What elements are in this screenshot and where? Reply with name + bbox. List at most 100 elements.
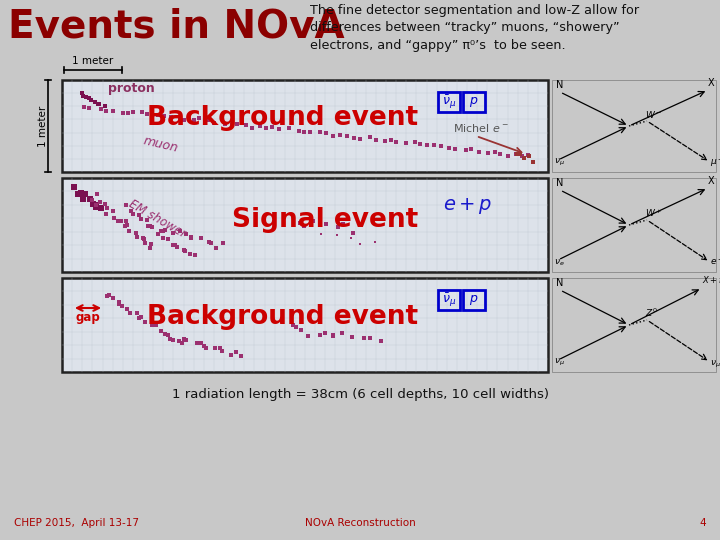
Point [145,222,156,231]
Point [409,138,420,147]
Point [482,149,494,158]
Bar [552,178,716,272]
Text: $\nu_e$: $\nu_e$ [554,257,564,267]
Point [117,109,129,117]
Point [444,144,455,152]
Point [131,308,143,317]
Point [348,133,360,142]
Point [90,200,102,209]
Point [150,320,161,329]
Text: proton: proton [108,82,155,95]
Text: $\bar{\nu}_\mu$: $\bar{\nu}_\mu$ [442,93,456,111]
Point [436,142,447,151]
Point [298,221,310,230]
Point [503,152,514,160]
Text: $p$: $p$ [469,293,479,307]
Point [141,216,153,225]
Point [72,190,84,199]
Point [87,199,99,208]
Point [95,105,107,113]
Point [348,228,359,237]
Point [181,335,192,344]
Point [528,157,539,166]
Point [189,116,200,124]
Point [155,327,166,336]
Point [176,339,188,347]
Point [145,239,157,248]
Point [77,92,89,100]
Text: 1 radiation length = 38cm (6 cell depths, 10 cell widths): 1 radiation length = 38cm (6 cell depths… [171,388,549,401]
Point [390,137,402,146]
Point [102,204,113,212]
Point [219,119,230,128]
Point [94,99,105,108]
Point [364,132,376,141]
Point [164,334,176,343]
Text: N: N [556,178,563,188]
Bar [62,80,548,172]
Point [179,116,190,124]
Point [400,138,411,147]
Point [90,203,102,212]
Text: $\bar{\nu}_\mu$: $\bar{\nu}_\mu$ [442,291,456,309]
Point [107,293,119,302]
Point [122,109,134,117]
Point [230,348,242,356]
Point [156,227,167,235]
Point [315,230,327,239]
Point [371,136,382,144]
Point [293,127,305,136]
Point [266,123,278,131]
Point [174,336,185,345]
Point [428,140,439,149]
Bar [552,278,716,372]
Point [231,120,243,129]
Text: X: X [708,78,715,88]
Point [167,228,179,237]
Point [522,151,534,160]
Text: The fine detector segmentation and low-Z allow for
differences between “tracky” : The fine detector segmentation and low-Z… [310,4,639,52]
Point [196,339,207,348]
Point [89,97,101,106]
Point [86,196,98,205]
Text: $e + p$: $e + p$ [444,196,492,216]
Point [510,150,522,158]
Point [141,110,153,119]
Point [319,329,330,338]
Point [158,112,170,120]
Point [332,222,343,231]
Point [215,344,226,353]
Point [102,292,113,301]
Point [473,147,485,156]
Text: 1 meter: 1 meter [38,105,48,147]
Point [298,127,310,136]
Point [184,250,195,259]
Point [227,120,238,129]
Point [191,339,202,348]
Text: $\mu^-$: $\mu^-$ [710,157,720,169]
Point [115,217,127,225]
Point [124,227,135,235]
Point [113,216,125,225]
Point [198,342,210,350]
Point [121,220,132,229]
Bar [438,290,460,310]
Bar [463,92,485,112]
Point [420,140,432,149]
Text: CHEP 2015,  April 13-17: CHEP 2015, April 13-17 [14,518,139,528]
Point [133,313,145,322]
Text: N: N [556,278,563,288]
Point [78,195,89,204]
Point [91,190,102,199]
Point [414,139,426,148]
Point [208,118,220,127]
Point [369,238,381,247]
Point [84,195,95,204]
Point [171,243,183,252]
Point [180,246,192,255]
Point [195,233,207,242]
Point [302,332,313,340]
Point [260,124,271,133]
Point [84,93,95,102]
Point [295,326,307,334]
